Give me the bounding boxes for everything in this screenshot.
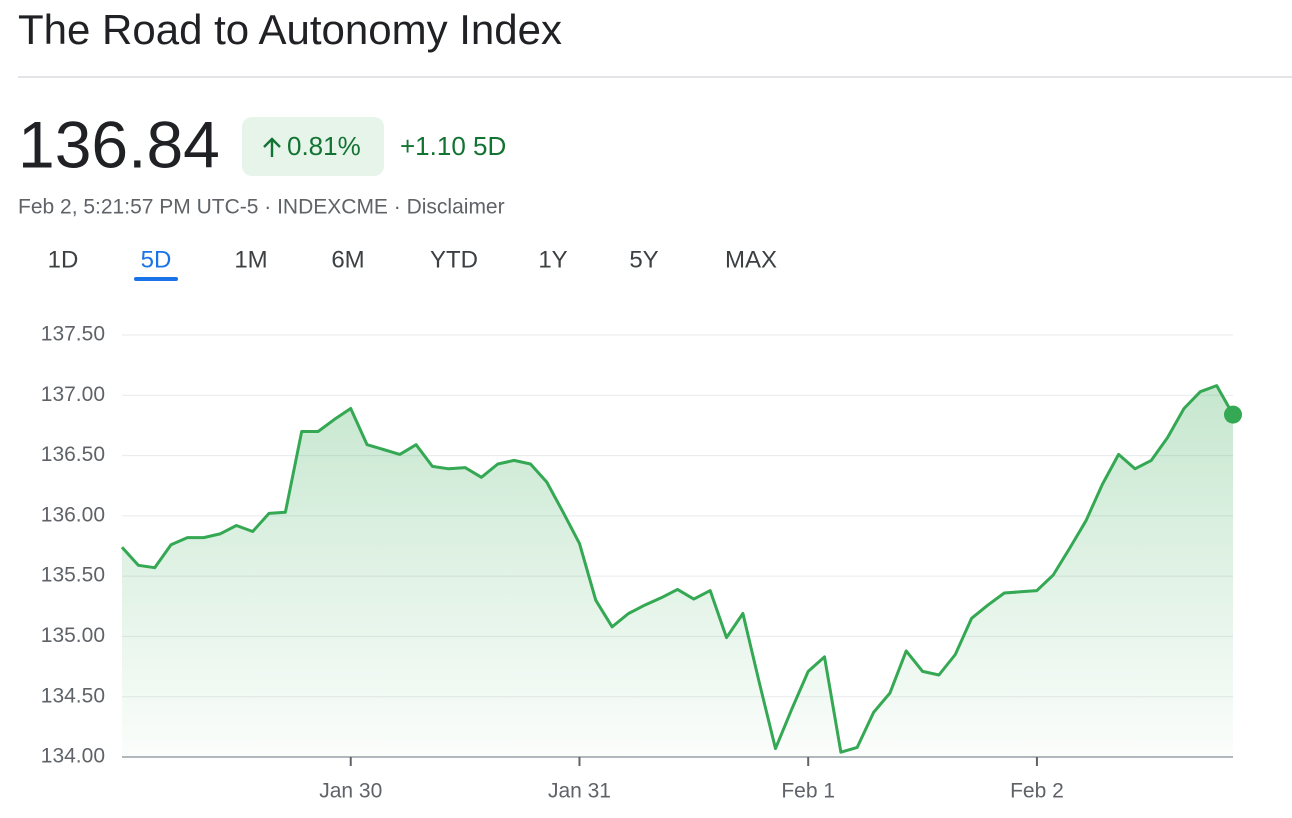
y-tick-label: 136.50 xyxy=(41,443,105,466)
y-tick-label: 134.00 xyxy=(41,745,105,768)
x-tick-label: Jan 30 xyxy=(319,780,382,803)
change-value: +1.10 5D xyxy=(400,131,506,161)
up-arrow-icon xyxy=(263,137,281,157)
range-tab[interactable]: 5Y xyxy=(629,246,658,273)
x-tick-label: Feb 1 xyxy=(781,780,835,803)
change-percent: 0.81% xyxy=(287,131,361,161)
y-tick-label: 135.50 xyxy=(41,564,105,587)
price-line xyxy=(120,384,1235,754)
range-tab[interactable]: 1Y xyxy=(538,246,567,273)
range-tab[interactable]: 5D xyxy=(141,246,172,273)
range-tab[interactable]: MAX xyxy=(725,246,777,273)
plot: 134.00 134.50 135.00 135.50 136.00 136.50 137.… xyxy=(41,323,1242,803)
x-tick-label: Feb 2 xyxy=(1010,780,1064,803)
y-tick-label: 135.00 xyxy=(41,624,105,647)
title: The Road to Autonomy Index xyxy=(18,6,562,53)
y-tick-label: 136.00 xyxy=(41,503,105,526)
y-tick-label: 137.50 xyxy=(41,323,105,346)
range-tab[interactable]: 1M xyxy=(234,246,267,273)
change-badge xyxy=(242,117,384,176)
y-tick-label: 134.50 xyxy=(41,684,105,707)
last-point-dot xyxy=(1224,405,1242,424)
price: 136.84 xyxy=(18,107,220,181)
x-tick-label: Jan 31 xyxy=(548,780,611,803)
range-tabs: 1D 5D 1M 6M YTD 1Y 5Y MAX xyxy=(48,246,777,281)
y-tick-label: 137.00 xyxy=(41,383,105,406)
active-tab-indicator xyxy=(134,277,178,281)
area-fill xyxy=(122,385,1233,757)
range-tab[interactable]: 1D xyxy=(48,246,79,273)
range-tab[interactable]: YTD xyxy=(430,246,478,273)
range-tab[interactable]: 6M xyxy=(331,246,364,273)
quote-meta: Feb 2, 5:21:57 PM UTC-5 · INDEXCME · Dis… xyxy=(18,196,505,219)
